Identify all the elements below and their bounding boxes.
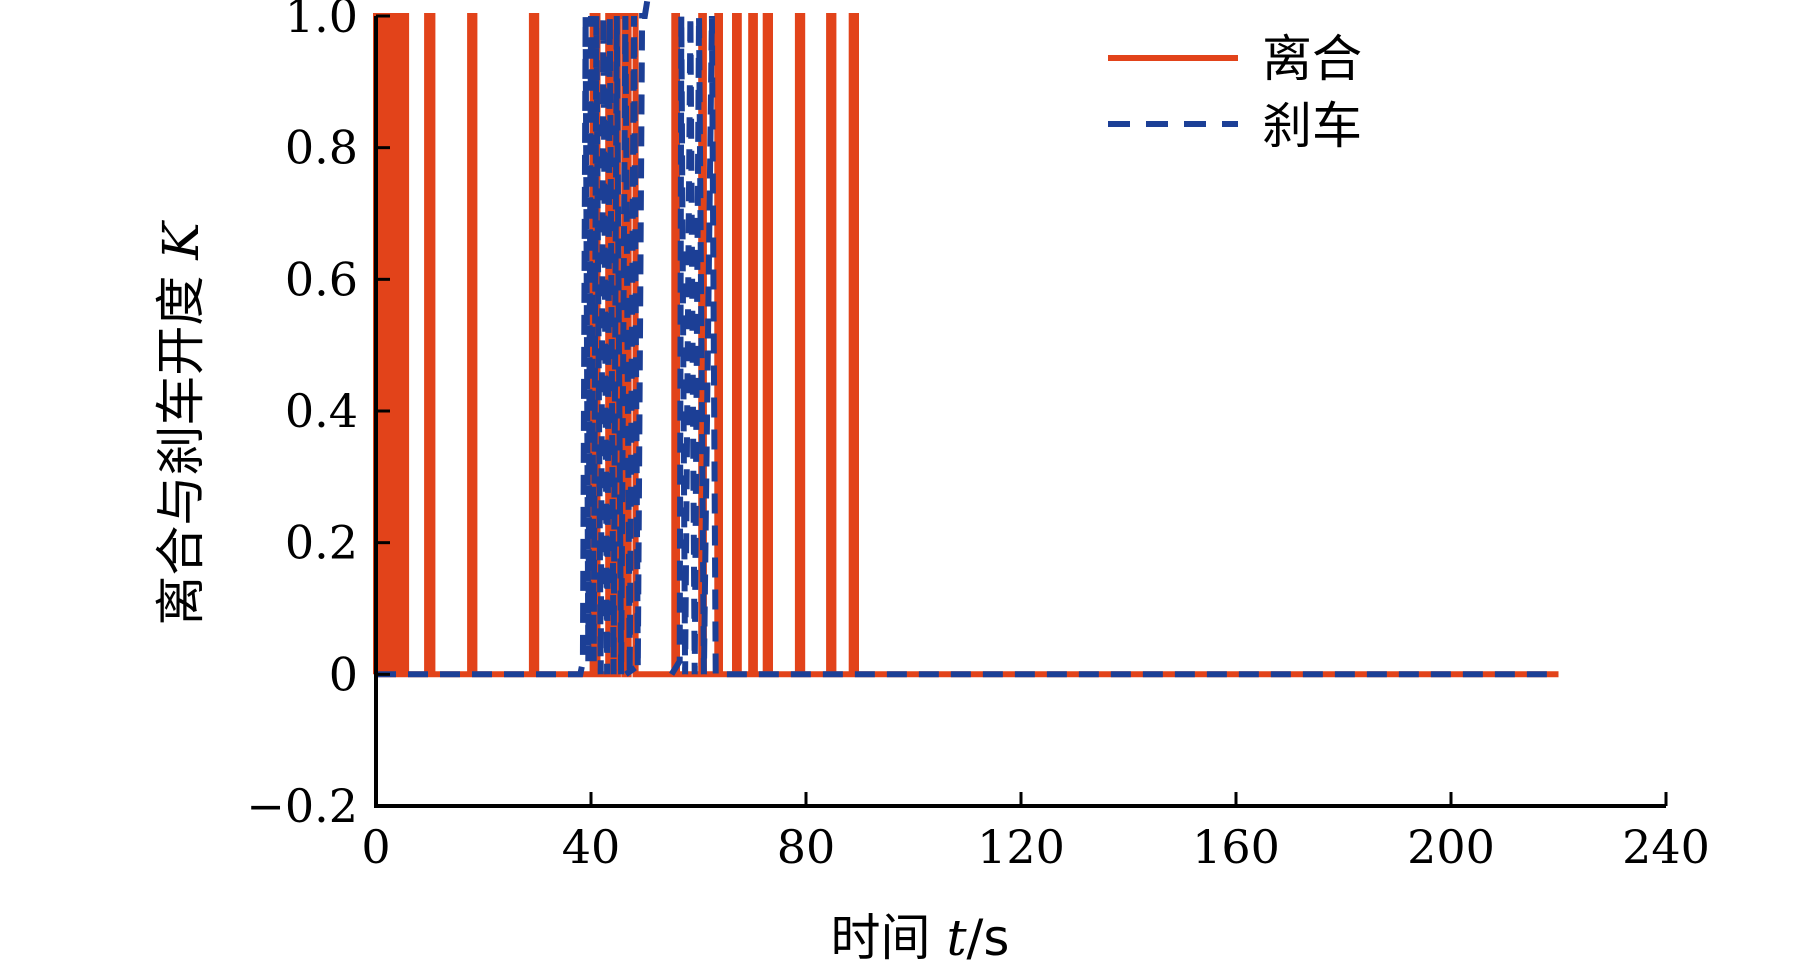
tick-labels: 0 40 80 120 160 200 240−0.200.20.40.60.81.0 <box>246 0 1710 874</box>
y-tick-label-3: 0.4 <box>285 384 358 438</box>
x-tick-label-3: 120 <box>977 820 1065 874</box>
x-tick-label-0: 0 <box>361 820 390 874</box>
x-tick-label-4: 160 <box>1192 820 1280 874</box>
series-clutch-line <box>373 13 1559 678</box>
series-brake-line-1 <box>624 665 637 677</box>
y-tick-label-4: 0.6 <box>285 252 358 306</box>
legend-label-brake: 刹车 <box>1262 97 1362 155</box>
x-tick-label-1: 40 <box>562 820 621 874</box>
y-tick-label-0: −0.2 <box>246 779 358 833</box>
y-tick-label-1: 0 <box>329 647 358 701</box>
series-brake-line-2 <box>669 15 1559 678</box>
legend: 离合 刹车 <box>1108 30 1362 155</box>
axes <box>374 16 1666 808</box>
series-brake-line-0 <box>376 0 651 678</box>
y-tick-label-2: 0.2 <box>285 516 358 570</box>
x-tick-label-2: 80 <box>777 820 836 874</box>
ticks <box>374 14 1668 808</box>
series-layer <box>373 0 1559 678</box>
y-tick-label-6: 1.0 <box>285 0 358 43</box>
y-tick-label-5: 0.8 <box>285 121 358 175</box>
y-axis-title: 离合与刹车开度 K <box>152 220 210 626</box>
x-tick-label-5: 200 <box>1407 820 1495 874</box>
legend-label-clutch: 离合 <box>1262 30 1362 88</box>
x-axis-title: 时间 t/s <box>831 909 1010 962</box>
x-tick-label-6: 240 <box>1622 820 1710 874</box>
